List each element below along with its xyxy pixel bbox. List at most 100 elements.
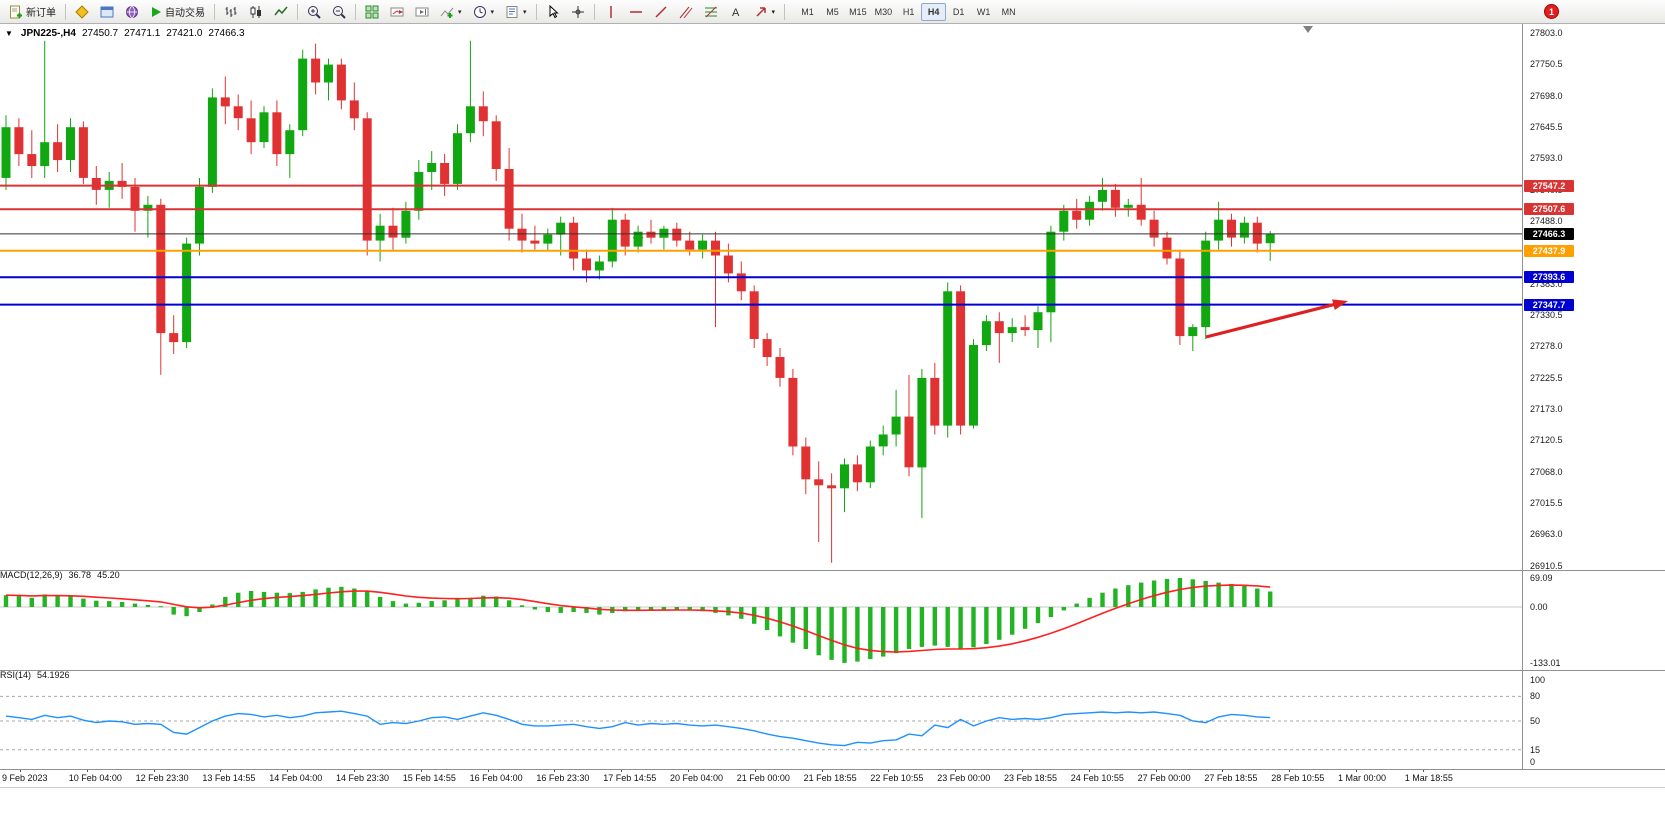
candle-body <box>956 291 966 426</box>
macd-svg[interactable] <box>0 570 1522 670</box>
price-tick: 27068.0 <box>1530 466 1563 477</box>
panel-separator[interactable] <box>0 670 1665 671</box>
macd-histogram-bar <box>481 595 486 607</box>
candle-body <box>711 240 720 256</box>
macd-histogram-bar <box>623 607 628 612</box>
zoom-in-icon <box>308 5 321 19</box>
timeframe-d1-button[interactable]: D1 <box>952 6 965 17</box>
auto-scroll-button[interactable] <box>385 2 409 22</box>
line-chart-button[interactable] <box>269 2 293 22</box>
macd-histogram-bar <box>842 607 847 663</box>
vertical-line-button[interactable] <box>599 2 623 22</box>
periods-button[interactable]: ▾ <box>468 2 500 22</box>
strategy-tester-button[interactable] <box>95 2 119 22</box>
timeframe-m30-button[interactable]: M30 <box>874 6 893 17</box>
zoom-out-button[interactable] <box>327 2 351 22</box>
svg-text:A: A <box>732 7 740 19</box>
rsi-svg[interactable] <box>0 670 1522 769</box>
candle-body <box>1252 222 1262 244</box>
macd-histogram-bar <box>597 607 602 615</box>
arrows-button[interactable]: ▾ <box>749 2 781 22</box>
cursor-button[interactable] <box>541 2 565 22</box>
chart-shift-button[interactable] <box>410 2 434 22</box>
rsi-axis-tick: 0 <box>1530 757 1536 767</box>
window-menu-caret-icon[interactable]: ▼ <box>5 29 13 38</box>
main-chart-svg[interactable] <box>0 24 1522 570</box>
price-line-badge: 27347.7 <box>1524 298 1574 311</box>
macd-histogram-bar <box>803 607 808 649</box>
macd-histogram-bar <box>816 607 821 656</box>
macd-histogram-bar <box>958 607 963 649</box>
trendline-button[interactable] <box>649 2 673 22</box>
candle-body <box>388 225 398 238</box>
timeframe-m1-button[interactable]: M1 <box>801 6 814 17</box>
text-button[interactable]: A <box>724 2 748 22</box>
timeframe-mn-button[interactable]: MN <box>1001 6 1016 17</box>
candle-body <box>762 339 772 357</box>
clock-icon <box>473 5 486 18</box>
macd-histogram-bar <box>506 600 512 607</box>
indicators-button[interactable]: ▾ <box>435 2 467 22</box>
time-axis-label: 22 Feb 10:55 <box>870 773 924 783</box>
macd-histogram-bar <box>932 607 937 646</box>
macd-histogram-bar <box>16 596 22 607</box>
chart-shift-marker[interactable] <box>1303 26 1313 33</box>
price-tick: 27015.5 <box>1530 497 1563 508</box>
candle-body <box>246 118 256 143</box>
new-order-button[interactable]: 新订单 <box>4 2 61 22</box>
price-tick: 27120.5 <box>1530 435 1563 446</box>
price-line-badge: 27547.2 <box>1524 179 1574 192</box>
macd-histogram-bar <box>377 596 383 607</box>
macd-histogram-bar <box>945 607 950 647</box>
timeframe-m15-button[interactable]: M15 <box>849 6 867 17</box>
candlestick-chart-button[interactable] <box>244 2 268 22</box>
rsi-axis-tick: 80 <box>1530 691 1541 702</box>
candle-body <box>1265 233 1275 244</box>
bar-chart-button[interactable] <box>219 2 243 22</box>
auto-trading-button[interactable]: 自动交易 <box>145 2 210 22</box>
price-axis[interactable]: 27803.027750.527698.027645.527593.027540… <box>1522 24 1665 769</box>
channel-button[interactable] <box>674 2 698 22</box>
candle-body <box>1188 327 1198 337</box>
annotation-arrow-shaft[interactable] <box>1205 301 1340 339</box>
candle-body <box>53 142 63 161</box>
candle-body <box>827 485 837 489</box>
macd-histogram-bar <box>519 605 525 607</box>
timeframe-h1-button[interactable]: H1 <box>902 6 915 17</box>
toolbar-separator <box>355 3 356 20</box>
macd-histogram-bar <box>274 592 280 607</box>
horizontal-line-button[interactable] <box>624 2 648 22</box>
metaeditor-button[interactable] <box>70 2 94 22</box>
crosshair-button[interactable] <box>566 2 590 22</box>
candle-body <box>233 106 243 119</box>
main-chart-panel[interactable] <box>0 24 1522 570</box>
macd-histogram-bar <box>55 595 60 607</box>
terminal-window-icon <box>100 6 114 17</box>
fibonacci-button[interactable] <box>699 2 723 22</box>
templates-button[interactable]: ▾ <box>500 2 532 22</box>
macd-histogram-bar <box>119 602 125 607</box>
timeframe-m5-button[interactable]: M5 <box>826 6 839 17</box>
macd-histogram-bar <box>261 591 267 607</box>
tile-windows-button[interactable] <box>360 2 384 22</box>
chart-object-marker[interactable] <box>633 232 644 244</box>
time-axis-label: 27 Feb 00:00 <box>1137 773 1191 783</box>
macd-histogram-bar <box>1061 607 1066 611</box>
macd-histogram-bar <box>1216 582 1221 607</box>
timeframe-h4-button[interactable]: H4 <box>921 2 947 21</box>
macd-panel[interactable] <box>0 570 1522 670</box>
mql5-community-button[interactable] <box>120 2 144 22</box>
price-line-badge: 27507.6 <box>1524 203 1574 216</box>
zoom-in-button[interactable] <box>302 2 326 22</box>
macd-histogram-bar <box>1177 578 1183 607</box>
timeframe-w1-button[interactable]: W1 <box>976 6 991 17</box>
high-value: 27471.1 <box>124 28 161 39</box>
time-axis[interactable]: 9 Feb 2023 10 Feb 04:00 12 Feb 23:30 13 Feb… <box>0 769 1665 787</box>
rsi-panel[interactable] <box>0 670 1522 769</box>
horizontal-line-icon <box>629 10 642 13</box>
notification-badge[interactable]: 1 <box>1544 4 1559 19</box>
macd-histogram-bar <box>339 586 344 607</box>
macd-histogram-bar <box>300 591 305 607</box>
panel-separator[interactable] <box>0 570 1665 571</box>
